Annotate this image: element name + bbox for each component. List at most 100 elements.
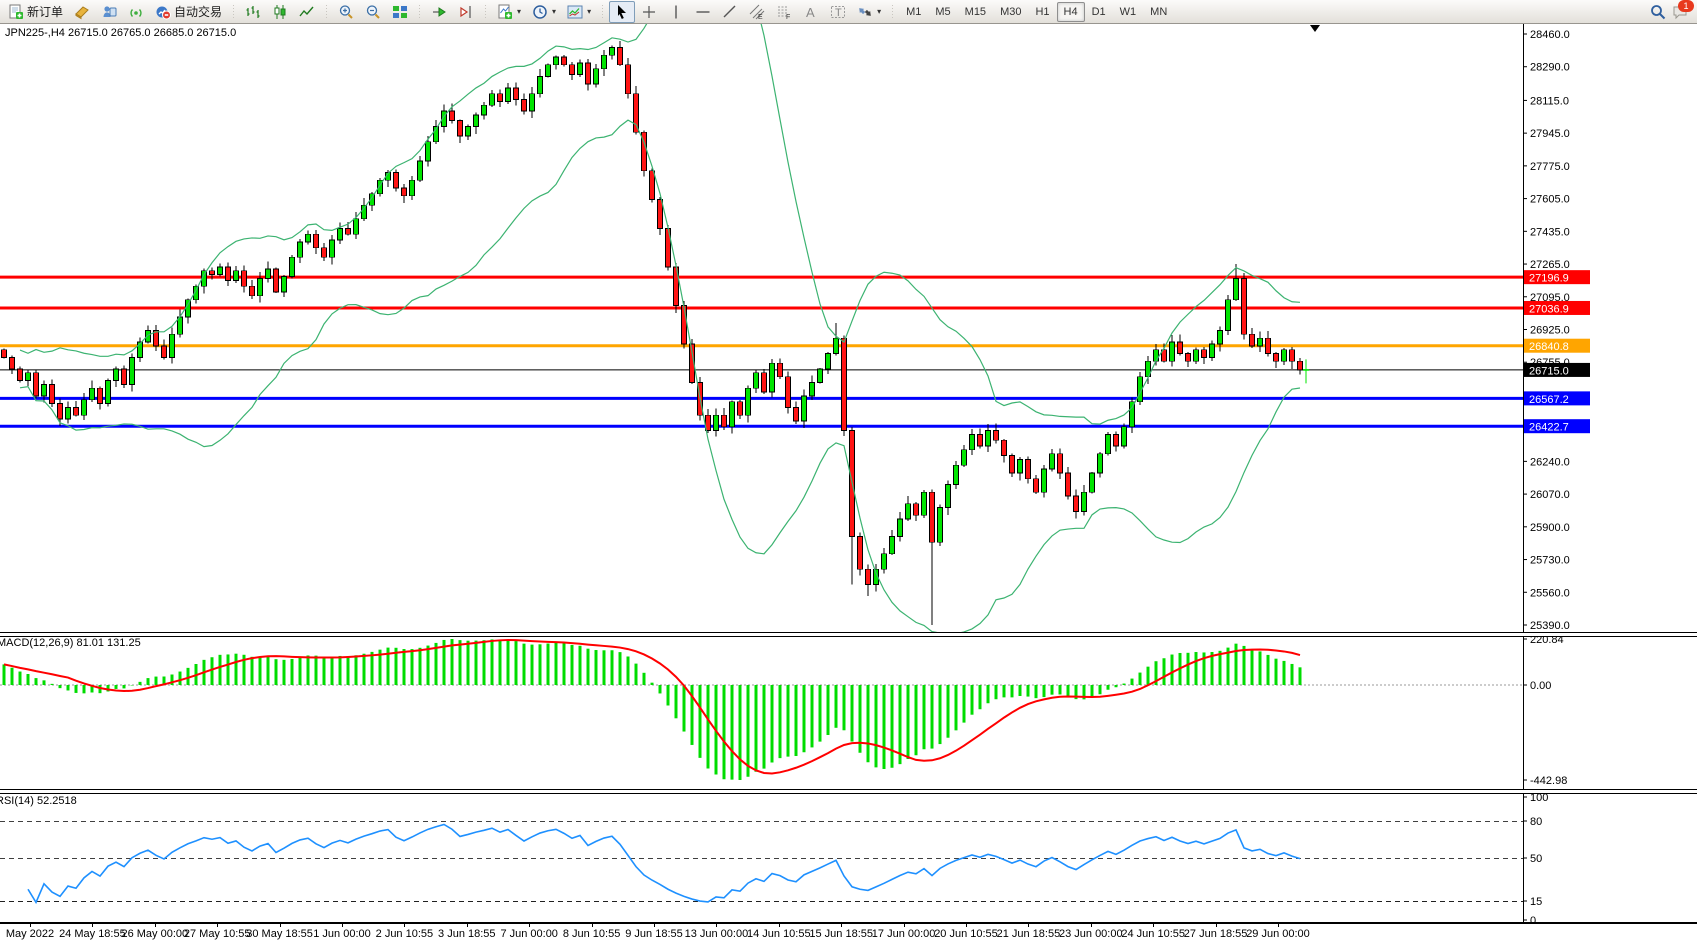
candle-body (1129, 401, 1135, 428)
timeframe-button-mn[interactable]: MN (1150, 5, 1168, 18)
text-tool-button[interactable]: A (798, 1, 824, 23)
time-axis[interactable]: May 2022 24 May 18:55 26 May 00:00 27 May 1… (0, 923, 1697, 944)
price-line-tag (1524, 338, 1590, 353)
candle-body (969, 434, 975, 451)
chart-shift-marker-icon[interactable] (1310, 25, 1320, 32)
candle-body (857, 536, 863, 570)
signal-button[interactable] (123, 1, 149, 23)
candle-body (193, 285, 199, 301)
candle-body (97, 387, 103, 405)
time-axis-tick (716, 923, 718, 927)
price-tick-label: 28460.0 (1530, 29, 1570, 41)
candle-body (1049, 453, 1055, 470)
timeframe-button-d1[interactable]: D1 (1091, 5, 1106, 18)
candle-body (1169, 341, 1175, 362)
auto-trading-icon (156, 6, 172, 19)
auto-scroll-button[interactable] (426, 1, 452, 23)
candle-body (1001, 439, 1007, 456)
timeframe-button-m30[interactable]: M30 (1000, 5, 1022, 18)
time-axis-label: 2 Jun 10:55 (375, 928, 434, 940)
candlestick-button[interactable] (267, 1, 293, 23)
candle-body (273, 268, 279, 293)
trendline-tool-button[interactable] (717, 1, 743, 23)
toolbar-separator (323, 0, 331, 23)
candle-body (1121, 426, 1127, 447)
timeframe-button-w1[interactable]: W1 (1119, 5, 1137, 18)
candle-body (313, 233, 319, 249)
timeframe-button-m15[interactable]: M15 (964, 5, 987, 18)
zoom-out-button[interactable] (360, 1, 386, 23)
candle-body (457, 120, 463, 137)
fibonacci-tool-button[interactable]: F (771, 1, 797, 23)
channel-tool-button[interactable]: E (744, 1, 770, 23)
candle-body (1033, 478, 1039, 493)
time-axis-label: 1 Jun 00:00 (313, 928, 371, 940)
candle-body (1161, 349, 1167, 362)
templates-button[interactable]: ▾ (562, 1, 596, 23)
candle-body (561, 56, 567, 66)
notifications-button[interactable]: 1 (1672, 0, 1694, 20)
horizontal-line-tool-button[interactable] (690, 1, 716, 23)
tile-windows-button[interactable] (387, 1, 413, 23)
time-axis-label: 23 Jun 00:00 (1058, 928, 1123, 940)
candle-body (1113, 434, 1119, 447)
rsi-panel[interactable]: 100 80 50 15 0 (0, 792, 1697, 922)
candle-body (497, 93, 503, 102)
search-icon[interactable] (1650, 4, 1666, 20)
candle-body (73, 407, 79, 416)
text-label-tool-button[interactable]: T (825, 1, 851, 23)
candle-body (377, 179, 383, 195)
timeframe-button-h1[interactable]: H1 (1035, 5, 1050, 18)
candle-body (993, 430, 999, 441)
journal-button[interactable] (69, 1, 95, 23)
candle-body (873, 568, 879, 585)
time-axis-tick (30, 923, 31, 927)
candle-body (105, 380, 111, 405)
panel-splitter[interactable] (0, 789, 1697, 794)
panel-splitter[interactable] (0, 632, 1697, 637)
price-chart-panel[interactable]: 28460.0 28290.0 28115.0 27945.0 27775.0 27605… (0, 24, 1697, 632)
timeframe-button-h4[interactable]: H4 (1056, 1, 1085, 22)
auto-trading-button[interactable]: 自动交易 (150, 1, 227, 23)
bar-chart-button[interactable] (240, 1, 266, 23)
time-axis-label: 3 Jun 18:55 (438, 928, 496, 940)
toolbar-right: 1 (1650, 0, 1694, 20)
candle-body (801, 395, 807, 422)
zoom-in-button[interactable] (333, 1, 359, 23)
terminal-button[interactable] (96, 1, 122, 23)
candle-body (257, 278, 263, 297)
indicators-button[interactable]: ▾ (492, 1, 526, 23)
arrows-tool-button[interactable]: ▾ (852, 1, 886, 23)
periods-button[interactable]: ▾ (527, 1, 561, 23)
candle-body (897, 518, 903, 537)
candle-body (1009, 455, 1015, 474)
price-tick-label: 25730.0 (1530, 555, 1570, 567)
candle-body (809, 382, 815, 397)
candle-body (705, 414, 711, 431)
macd-panel[interactable]: 220.84 0.00 -442.98 (0, 636, 1697, 788)
timeframe-button-m5[interactable]: M5 (935, 5, 951, 18)
candle-body (1153, 349, 1159, 362)
time-axis-label: 9 Jun 18:55 (625, 928, 683, 940)
candle-body (537, 75, 543, 95)
vertical-line-tool-button[interactable] (663, 1, 689, 23)
candle-body (345, 228, 351, 235)
rsi-axis-label: 100 (1530, 792, 1548, 804)
bollinger-upper-band (19, 24, 1301, 425)
candle-body (513, 87, 519, 100)
chart-shift-button[interactable] (453, 1, 479, 23)
candle-body (657, 199, 663, 229)
timeframe-button-m1[interactable]: M1 (906, 5, 922, 18)
candle-body (625, 64, 631, 95)
candle-body (1241, 278, 1247, 335)
cursor-tool-button[interactable] (609, 0, 636, 23)
candle-body (1, 349, 7, 358)
candle-body (25, 372, 31, 381)
crosshair-tool-button[interactable] (636, 1, 662, 23)
new-order-button[interactable]: 新订单 (3, 1, 68, 23)
price-tick-label: 27945.0 (1530, 128, 1570, 140)
time-axis-tick (1153, 923, 1155, 927)
candle-body (65, 407, 71, 420)
price-line-tag (1524, 362, 1590, 377)
line-chart-button[interactable] (294, 1, 320, 23)
